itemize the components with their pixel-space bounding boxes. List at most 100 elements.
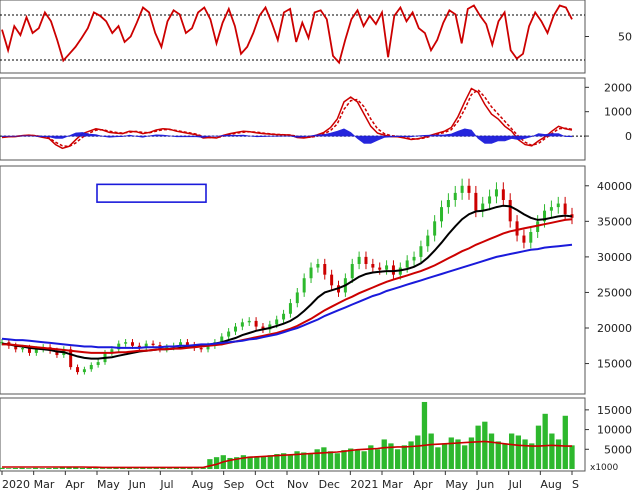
price-candle-body	[302, 278, 306, 293]
volume-bar	[6, 468, 12, 469]
volume-bar	[280, 453, 287, 469]
price-candle-body	[227, 331, 231, 337]
x-tick-label: S	[572, 478, 579, 491]
y-tick-label: 1000	[604, 106, 632, 119]
volume-bar	[555, 439, 562, 469]
volume-bar	[529, 443, 535, 469]
volume-bar	[475, 425, 481, 469]
macd-panel	[0, 77, 586, 161]
volume-bar	[133, 468, 139, 469]
volume-bar	[247, 456, 253, 469]
price-candle-body	[288, 303, 292, 314]
volume-bar	[294, 451, 300, 469]
y-tick-label: 50	[618, 31, 632, 44]
macd-histogram	[1, 128, 573, 144]
volume-bar	[374, 449, 381, 469]
x-tick-label: Aug	[540, 478, 561, 491]
price-candle-body	[82, 369, 86, 373]
price-candle-body	[453, 192, 457, 200]
price-candle-body	[21, 347, 25, 350]
x-tick-label: 2020	[2, 478, 30, 491]
price-candle-body	[543, 210, 547, 222]
volume-bar	[146, 468, 153, 469]
price-candle-body	[488, 196, 492, 204]
volume-bar	[32, 467, 39, 469]
price-candle-body	[137, 345, 141, 348]
volume-bar	[26, 468, 32, 469]
x-tick-label: Mar	[382, 478, 403, 491]
price-candle-body	[199, 347, 203, 350]
volume-bar	[19, 467, 25, 469]
price-candle-body	[261, 326, 265, 330]
volume-bar	[79, 467, 86, 469]
volume-bar	[361, 451, 367, 469]
price-candle-body	[467, 185, 471, 193]
price-candle-body	[220, 336, 224, 343]
x-tick-label: Apr	[65, 478, 85, 491]
x-tick-label: May	[445, 478, 468, 491]
price-candle-body	[110, 349, 114, 353]
volume-bar	[106, 468, 112, 469]
volume-bar	[462, 445, 468, 469]
volume-bar	[408, 441, 414, 469]
x-tick-label: Mar	[34, 478, 55, 491]
price-candle-body	[536, 221, 540, 232]
price-candle-body	[69, 349, 73, 368]
volume-bar	[301, 452, 307, 469]
price-candle-body	[440, 207, 444, 222]
y-tick-label: 35000	[597, 215, 632, 228]
volume-bar	[267, 455, 273, 469]
volume-bar	[515, 435, 522, 469]
price-candle-body	[494, 189, 498, 197]
y-tick-label: 20000	[597, 322, 632, 335]
volume-bar	[388, 443, 394, 469]
y-tick-label: 10000	[597, 424, 632, 437]
volume-bar	[12, 468, 19, 469]
volume-bar	[428, 433, 434, 469]
volume-bar	[334, 453, 340, 469]
price-candle-body	[549, 207, 553, 211]
x-tick-label: 2021	[350, 478, 378, 491]
price-candle-body	[522, 235, 526, 243]
price-candle-body	[460, 185, 464, 193]
y-tick-label: 15000	[597, 358, 632, 371]
volume-bar	[160, 468, 166, 469]
price-candle-body	[151, 343, 155, 346]
volume-bar	[448, 437, 454, 469]
price-candle-body	[556, 203, 560, 208]
volume-bar	[86, 468, 92, 469]
volume-bar	[502, 443, 508, 469]
volume-bar	[93, 468, 99, 469]
volume-bar	[535, 425, 542, 469]
price-candle-body	[412, 256, 416, 261]
price-panel	[0, 165, 586, 395]
price-candle-body	[501, 189, 505, 200]
price-candle-body	[515, 221, 519, 236]
price-candle-body	[179, 342, 183, 346]
volume-bar	[314, 449, 320, 469]
price-ma-medium	[2, 218, 573, 354]
x-tick-label: Jun	[476, 478, 494, 491]
volume-bar	[193, 468, 200, 469]
price-candle-body	[27, 347, 31, 353]
volume-bar	[140, 468, 146, 469]
volume-bar	[455, 439, 461, 469]
volume-bar	[73, 466, 79, 469]
macd-line-0	[1, 87, 573, 150]
price-candle-body	[295, 292, 299, 304]
x-tick-label: Dec	[319, 478, 340, 491]
volume-bar	[421, 401, 428, 469]
price-candle-body	[474, 192, 478, 211]
price-candle-body	[55, 350, 59, 356]
volume-panel	[0, 397, 586, 472]
y-tick-label: 15000	[597, 404, 632, 417]
x-tick-label: Oct	[255, 478, 275, 491]
volume-bar	[113, 468, 119, 469]
volume-bar	[260, 455, 267, 469]
price-candle-body	[165, 347, 169, 350]
price-candle-body	[89, 364, 93, 370]
price-candle-body	[124, 342, 128, 344]
volume-bar	[287, 455, 294, 469]
volume-unit-label: x1000	[590, 463, 619, 473]
